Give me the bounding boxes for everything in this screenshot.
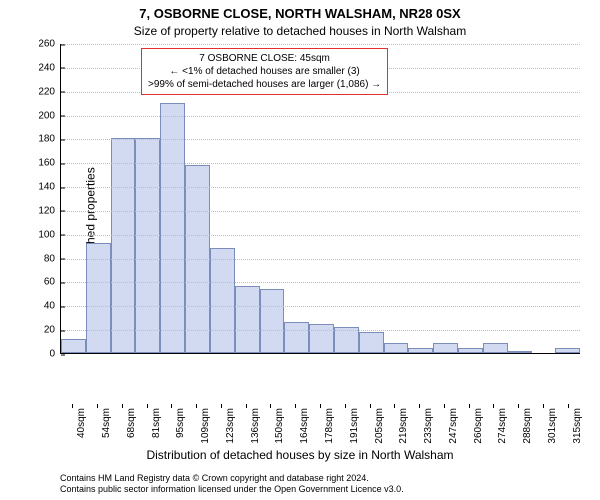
plot-area: 020406080100120140160180200220240260 7 O… bbox=[60, 44, 580, 404]
x-tick-label: 164sqm bbox=[299, 408, 310, 444]
x-tick-label: 274sqm bbox=[497, 408, 508, 444]
y-tick-label: 240 bbox=[38, 62, 61, 73]
x-tick-label: 205sqm bbox=[374, 408, 385, 444]
x-tick-label: 247sqm bbox=[448, 408, 459, 444]
y-tick-label: 200 bbox=[38, 110, 61, 121]
gridline bbox=[61, 235, 580, 236]
annotation-box: 7 OSBORNE CLOSE: 45sqm ← <1% of detached… bbox=[141, 48, 388, 95]
footer-line-2: Contains public sector information licen… bbox=[60, 484, 590, 496]
y-tick-label: 120 bbox=[38, 205, 61, 216]
x-tick-label: 301sqm bbox=[547, 408, 558, 444]
x-tick-label: 123sqm bbox=[225, 408, 236, 444]
gridline bbox=[61, 282, 580, 283]
y-tick-label: 20 bbox=[44, 325, 61, 336]
x-tick-mark bbox=[171, 404, 172, 408]
y-tick-label: 140 bbox=[38, 182, 61, 193]
gridline bbox=[61, 259, 580, 260]
histogram-bar bbox=[483, 343, 508, 353]
x-tick-mark bbox=[543, 404, 544, 408]
gridline bbox=[61, 163, 580, 164]
histogram-bar bbox=[61, 339, 86, 353]
annotation-line-1: 7 OSBORNE CLOSE: 45sqm bbox=[148, 52, 381, 65]
x-axis-label: Distribution of detached houses by size … bbox=[0, 448, 600, 462]
annotation-line-2: ← <1% of detached houses are smaller (3) bbox=[148, 65, 381, 78]
gridline bbox=[61, 330, 580, 331]
histogram-bar bbox=[260, 289, 285, 353]
histogram-bar bbox=[433, 343, 458, 353]
gridline bbox=[61, 44, 580, 45]
y-tick-label: 180 bbox=[38, 134, 61, 145]
x-tick-label: 68sqm bbox=[126, 408, 137, 438]
footer-line-1: Contains HM Land Registry data © Crown c… bbox=[60, 473, 590, 485]
x-tick-mark bbox=[221, 404, 222, 408]
x-tick-label: 288sqm bbox=[522, 408, 533, 444]
histogram-bar bbox=[408, 348, 433, 353]
y-tick-label: 80 bbox=[44, 253, 61, 264]
y-tick-label: 220 bbox=[38, 86, 61, 97]
x-tick-label: 315sqm bbox=[572, 408, 583, 444]
y-tick-label: 160 bbox=[38, 158, 61, 169]
x-tick-label: 219sqm bbox=[398, 408, 409, 444]
footer: Contains HM Land Registry data © Crown c… bbox=[60, 473, 590, 496]
x-tick-label: 260sqm bbox=[473, 408, 484, 444]
x-tick-mark bbox=[295, 404, 296, 408]
chart-subtitle: Size of property relative to detached ho… bbox=[0, 24, 600, 38]
y-tick-label: 260 bbox=[38, 39, 61, 50]
histogram-bar bbox=[309, 324, 334, 353]
x-tick-mark bbox=[345, 404, 346, 408]
histogram-bar bbox=[359, 332, 384, 353]
histogram-bar bbox=[508, 351, 533, 353]
histogram-bar bbox=[384, 343, 409, 353]
x-ticks: 40sqm 54sqm 68sqm 81sqm 95sqm 109sqm 123sqm 136… bbox=[60, 404, 580, 454]
histogram-bar bbox=[458, 348, 483, 353]
histogram-bar bbox=[555, 348, 580, 353]
gridline bbox=[61, 116, 580, 117]
gridline bbox=[61, 187, 580, 188]
gridline bbox=[61, 306, 580, 307]
histogram-bar bbox=[210, 248, 235, 353]
x-tick-mark bbox=[370, 404, 371, 408]
y-tick-label: 0 bbox=[49, 349, 61, 360]
histogram-bar bbox=[111, 138, 136, 353]
gridline bbox=[61, 211, 580, 212]
histogram-bar bbox=[235, 286, 260, 353]
x-tick-mark bbox=[518, 404, 519, 408]
chart-title: 7, OSBORNE CLOSE, NORTH WALSHAM, NR28 0S… bbox=[0, 6, 600, 21]
histogram-bar bbox=[135, 138, 160, 353]
x-tick-label: 178sqm bbox=[324, 408, 335, 444]
x-tick-label: 95sqm bbox=[175, 408, 186, 438]
annotation-line-3: >99% of semi-detached houses are larger … bbox=[148, 78, 381, 91]
x-tick-label: 233sqm bbox=[423, 408, 434, 444]
x-tick-label: 81sqm bbox=[151, 408, 162, 438]
x-tick-label: 54sqm bbox=[101, 408, 112, 438]
y-tick-label: 40 bbox=[44, 301, 61, 312]
x-tick-label: 150sqm bbox=[274, 408, 285, 444]
histogram-bar bbox=[284, 322, 309, 353]
histogram-bar bbox=[86, 243, 111, 353]
x-tick-mark bbox=[270, 404, 271, 408]
x-tick-mark bbox=[444, 404, 445, 408]
plot-inner: 020406080100120140160180200220240260 7 O… bbox=[60, 44, 580, 354]
x-tick-label: 109sqm bbox=[200, 408, 211, 444]
x-tick-mark bbox=[568, 404, 569, 408]
x-tick-mark bbox=[469, 404, 470, 408]
x-tick-mark bbox=[246, 404, 247, 408]
gridline bbox=[61, 139, 580, 140]
x-tick-label: 191sqm bbox=[349, 408, 360, 444]
x-tick-mark bbox=[419, 404, 420, 408]
y-tick-label: 100 bbox=[38, 229, 61, 240]
y-tick-label: 60 bbox=[44, 277, 61, 288]
x-tick-mark bbox=[196, 404, 197, 408]
x-tick-mark bbox=[72, 404, 73, 408]
x-tick-mark bbox=[394, 404, 395, 408]
x-tick-mark bbox=[97, 404, 98, 408]
x-tick-label: 136sqm bbox=[250, 408, 261, 444]
x-tick-label: 40sqm bbox=[76, 408, 87, 438]
x-tick-mark bbox=[493, 404, 494, 408]
x-tick-mark bbox=[320, 404, 321, 408]
x-tick-mark bbox=[147, 404, 148, 408]
x-tick-mark bbox=[122, 404, 123, 408]
